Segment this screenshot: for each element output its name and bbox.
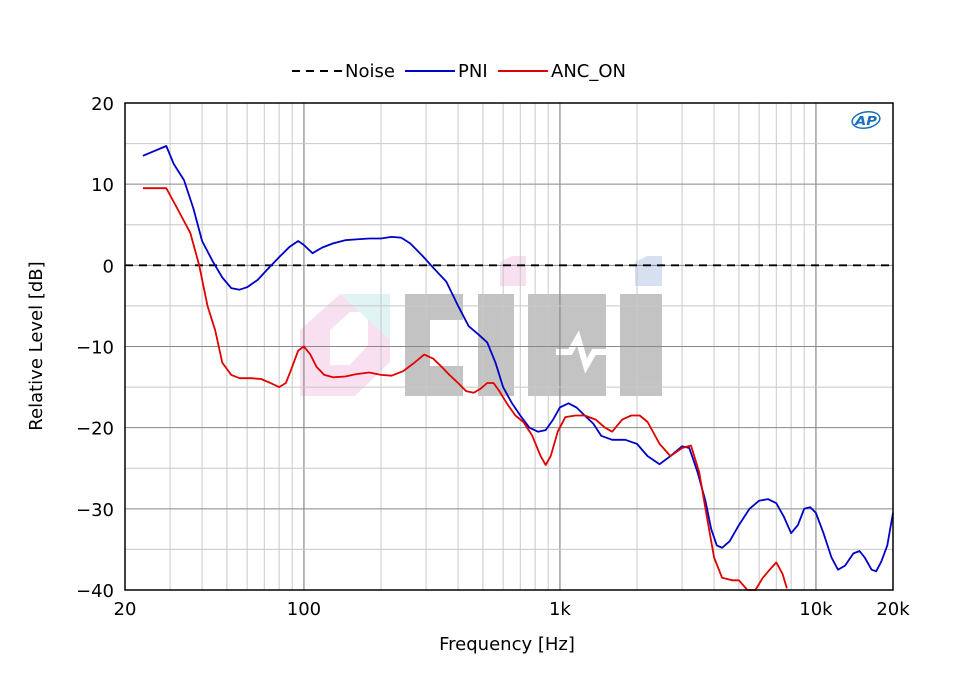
series-lines: [142, 145, 894, 591]
legend-label-pni: PNI: [458, 61, 488, 82]
series-line-anc-on: [142, 187, 788, 591]
x-tick-label: 20: [114, 599, 137, 620]
legend: Noise PNI ANC_ON: [292, 61, 626, 82]
grid-lines: [125, 103, 893, 590]
y-tick-label: −20: [76, 419, 114, 440]
ap-logo-text: AP: [854, 114, 877, 128]
ap-logo: AP: [851, 111, 881, 129]
x-tick-label: 10k: [799, 599, 833, 620]
legend-label-noise: Noise: [345, 61, 395, 82]
watermark-logo: [300, 256, 662, 396]
x-axis-title: Frequency [Hz]: [439, 634, 575, 655]
x-tick-label: 1k: [549, 599, 571, 620]
y-tick-label: 10: [91, 175, 114, 196]
x-tick-label: 20k: [876, 599, 910, 620]
plot-frame: [124, 102, 894, 591]
y-tick-label: −40: [76, 581, 114, 602]
y-tick-label: −10: [76, 338, 114, 359]
y-tick-label: 20: [91, 94, 114, 115]
y-axis-title: Relative Level [dB]: [26, 261, 47, 430]
y-tick-label: 0: [103, 256, 114, 277]
y-tick-label: −30: [76, 500, 114, 521]
series-line-pni: [142, 145, 894, 573]
x-tick-label: 100: [287, 599, 321, 620]
legend-label-anc-on: ANC_ON: [551, 61, 626, 82]
